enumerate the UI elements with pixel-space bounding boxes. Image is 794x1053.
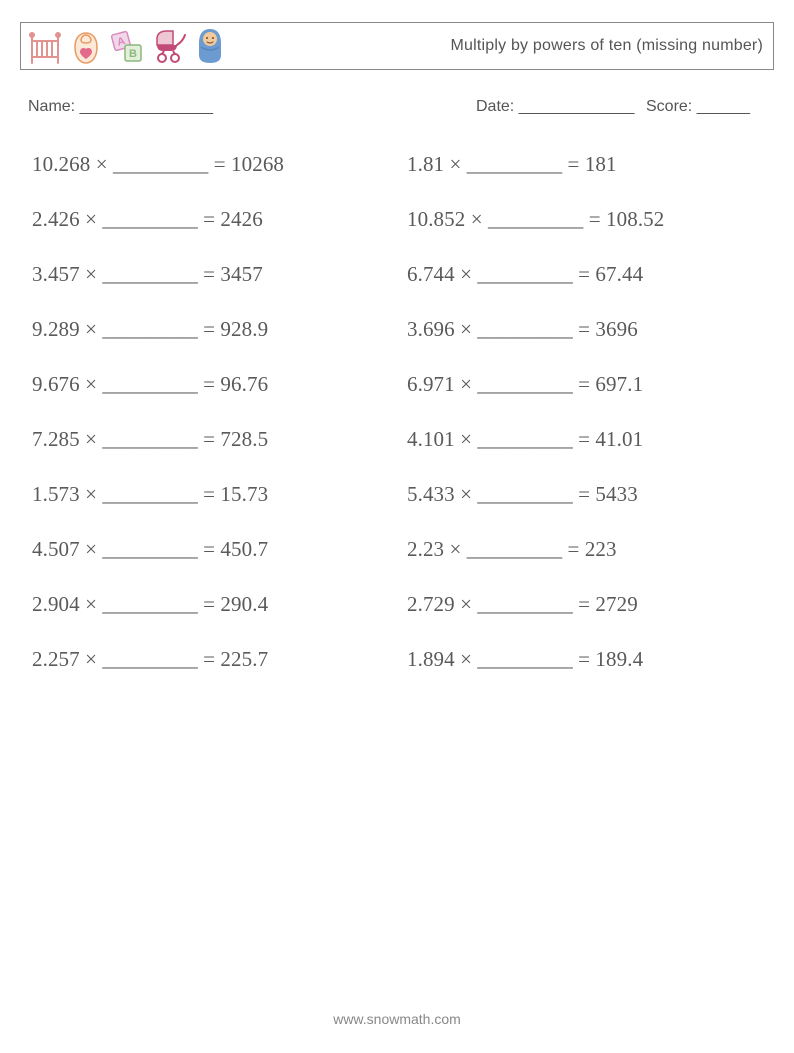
problem-right: 5.433 × _________ = 5433 bbox=[407, 482, 762, 507]
svg-text:B: B bbox=[129, 48, 137, 60]
problem-left: 2.426 × _________ = 2426 bbox=[32, 207, 387, 232]
footer-url: www.snowmath.com bbox=[0, 1011, 794, 1027]
problem-right: 10.852 × _________ = 108.52 bbox=[407, 207, 762, 232]
header-box: A B bbox=[20, 22, 774, 70]
baby-icon bbox=[195, 25, 225, 65]
problem-left: 9.676 × _________ = 96.76 bbox=[32, 372, 387, 397]
problem-left: 3.457 × _________ = 3457 bbox=[32, 262, 387, 287]
problem-left: 2.904 × _________ = 290.4 bbox=[32, 592, 387, 617]
problem-right: 2.23 × _________ = 223 bbox=[407, 537, 762, 562]
problem-left: 9.289 × _________ = 928.9 bbox=[32, 317, 387, 342]
problem-right: 2.729 × _________ = 2729 bbox=[407, 592, 762, 617]
problem-right: 6.971 × _________ = 697.1 bbox=[407, 372, 762, 397]
crib-icon bbox=[27, 29, 63, 65]
problem-left: 1.573 × _________ = 15.73 bbox=[32, 482, 387, 507]
problem-left: 7.285 × _________ = 728.5 bbox=[32, 427, 387, 452]
stroller-icon bbox=[151, 27, 189, 65]
problem-left: 2.257 × _________ = 225.7 bbox=[32, 647, 387, 672]
name-field: Name: _______________ bbox=[28, 98, 476, 116]
problems-grid: 10.268 × _________ = 10268 1.81 × _______… bbox=[20, 152, 774, 672]
blocks-icon: A B bbox=[109, 29, 145, 65]
problem-right: 3.696 × _________ = 3696 bbox=[407, 317, 762, 342]
worksheet-title: Multiply by powers of ten (missing numbe… bbox=[450, 37, 763, 55]
meta-row: Name: _______________ Date: ____________… bbox=[20, 98, 774, 116]
worksheet-page: A B bbox=[0, 0, 794, 1053]
problem-left: 10.268 × _________ = 10268 bbox=[32, 152, 387, 177]
score-field: Score: ______ bbox=[646, 98, 766, 116]
problem-right: 1.894 × _________ = 189.4 bbox=[407, 647, 762, 672]
problem-right: 4.101 × _________ = 41.01 bbox=[407, 427, 762, 452]
problem-left: 4.507 × _________ = 450.7 bbox=[32, 537, 387, 562]
header-icons: A B bbox=[27, 23, 225, 69]
problem-right: 6.744 × _________ = 67.44 bbox=[407, 262, 762, 287]
problem-right: 1.81 × _________ = 181 bbox=[407, 152, 762, 177]
bib-icon bbox=[69, 29, 103, 65]
date-field: Date: _____________ bbox=[476, 98, 646, 116]
